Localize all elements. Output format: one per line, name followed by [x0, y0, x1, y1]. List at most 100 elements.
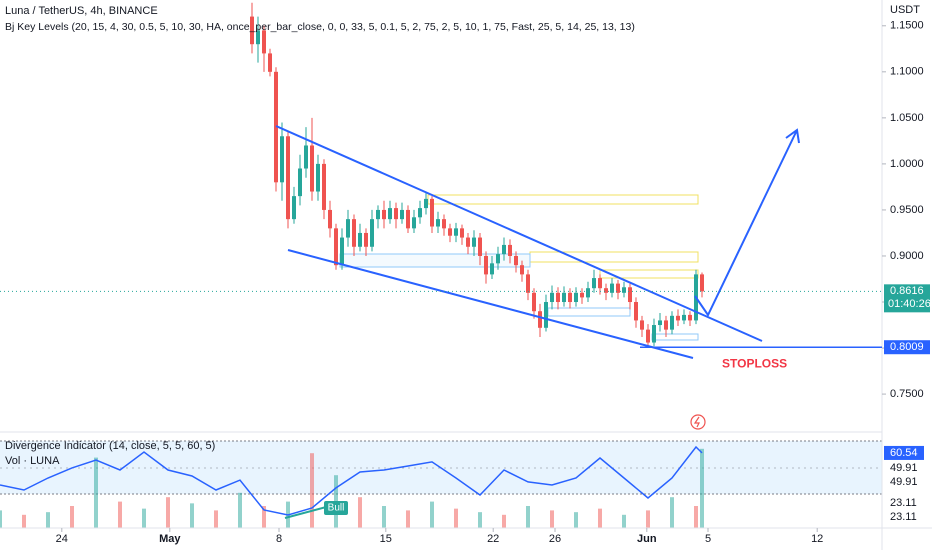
- indicator-axis-label: 49.91: [890, 462, 918, 474]
- volume-bar: [406, 510, 410, 528]
- indicator-axis-label: 49.91: [890, 476, 918, 488]
- volume-bar: [694, 506, 698, 528]
- volume-bar: [118, 501, 122, 528]
- candle-body: [628, 287, 632, 303]
- bull-label-bg: [324, 501, 348, 515]
- volume-bar: [646, 510, 650, 528]
- candle-body: [394, 208, 398, 220]
- candle-body: [538, 311, 542, 328]
- stoploss-bg: [884, 340, 930, 355]
- candle-body: [454, 228, 458, 236]
- volume-bar: [622, 514, 626, 528]
- event-icon[interactable]: [690, 414, 706, 430]
- indicator-line: [0, 445, 703, 516]
- x-tick-label: 26: [549, 533, 561, 545]
- x-tick-label: 15: [380, 533, 392, 545]
- indicator-title: Divergence Indicator (14, close, 5, 5, 6…: [5, 440, 215, 452]
- candle-body: [460, 228, 464, 238]
- volume-bar: [502, 514, 506, 528]
- candle-body: [568, 292, 572, 303]
- candle-body: [280, 136, 284, 183]
- candle-body: [646, 329, 650, 343]
- candle-body: [514, 255, 518, 266]
- candle-body: [574, 292, 578, 303]
- candle-body: [652, 325, 656, 343]
- candle-body: [424, 198, 428, 209]
- candle-body: [286, 136, 290, 220]
- volume-bar: [454, 508, 458, 528]
- candle-body: [472, 237, 476, 247]
- candle-body: [340, 237, 344, 266]
- candle-body: [502, 244, 506, 255]
- candle-body: [532, 292, 536, 312]
- candle-body: [310, 145, 314, 192]
- y-tick-label: 1.1500: [890, 20, 924, 32]
- candle-body: [622, 287, 626, 293]
- candle-body: [388, 208, 392, 220]
- candle-body: [634, 302, 638, 321]
- volume-bar: [0, 510, 2, 528]
- volume-bar: [238, 492, 242, 528]
- candle-body: [490, 263, 494, 275]
- candle-body: [334, 228, 338, 266]
- chart-title: Luna / TetherUS, 4h, BINANCE: [5, 5, 158, 17]
- candle-body: [484, 255, 488, 275]
- candle-body: [400, 209, 404, 220]
- indicator-axis-label: 60.54: [890, 447, 918, 459]
- volume-bar: [70, 506, 74, 528]
- volume-bar: [214, 510, 218, 528]
- x-tick-label: 22: [487, 533, 499, 545]
- event-icon-bolt: [693, 416, 700, 428]
- volume-bar: [700, 448, 704, 528]
- arrow: [694, 129, 798, 317]
- candle-body: [640, 320, 644, 330]
- volume-bar: [166, 497, 170, 528]
- candle-body: [616, 283, 620, 293]
- stoploss-label: STOPLOSS: [722, 356, 787, 370]
- volume-bar: [430, 501, 434, 528]
- candle-body: [664, 320, 668, 330]
- indicator-axis-label: 23.11: [890, 497, 917, 509]
- candle-body: [700, 274, 704, 292]
- x-tick-label: 24: [56, 533, 68, 545]
- candle-body: [352, 219, 356, 247]
- candle-body: [676, 315, 680, 321]
- candle-body: [556, 292, 560, 303]
- trendline: [275, 125, 763, 342]
- candle-body: [520, 265, 524, 275]
- y-tick-label: 1.0000: [890, 158, 924, 170]
- x-tick-label: 12: [811, 533, 823, 545]
- candle-body: [418, 208, 422, 218]
- candle-body: [256, 30, 260, 45]
- candle-body: [436, 219, 440, 227]
- y-tick-label: 1.1000: [890, 66, 924, 78]
- candle-body: [598, 278, 602, 289]
- candle-body: [370, 219, 374, 247]
- candle-body: [328, 209, 332, 229]
- candle-body: [298, 168, 302, 197]
- arrow-head: [785, 128, 800, 144]
- trendline: [287, 249, 694, 359]
- candle-body: [262, 30, 266, 54]
- candle-body: [250, 16, 254, 45]
- volume-bar: [598, 508, 602, 528]
- volume-bar: [94, 457, 98, 528]
- candle-body: [658, 320, 662, 326]
- candle-body: [466, 237, 470, 247]
- bull-line: [284, 505, 331, 519]
- volume-bar: [142, 508, 146, 528]
- candle-body: [526, 274, 530, 293]
- volume-bar: [22, 514, 26, 528]
- volume-title: Vol · LUNA: [5, 455, 60, 467]
- volume-bar: [262, 506, 266, 528]
- volume-bar: [46, 512, 50, 528]
- zone: [339, 253, 531, 268]
- candle-body: [292, 196, 296, 220]
- last-price-bg: [884, 284, 930, 313]
- y-tick-label: 1.0500: [890, 112, 924, 124]
- candle-body: [478, 237, 482, 256]
- candle-body: [610, 283, 614, 293]
- candle-body: [670, 315, 674, 330]
- x-tick-label: 5: [705, 533, 711, 545]
